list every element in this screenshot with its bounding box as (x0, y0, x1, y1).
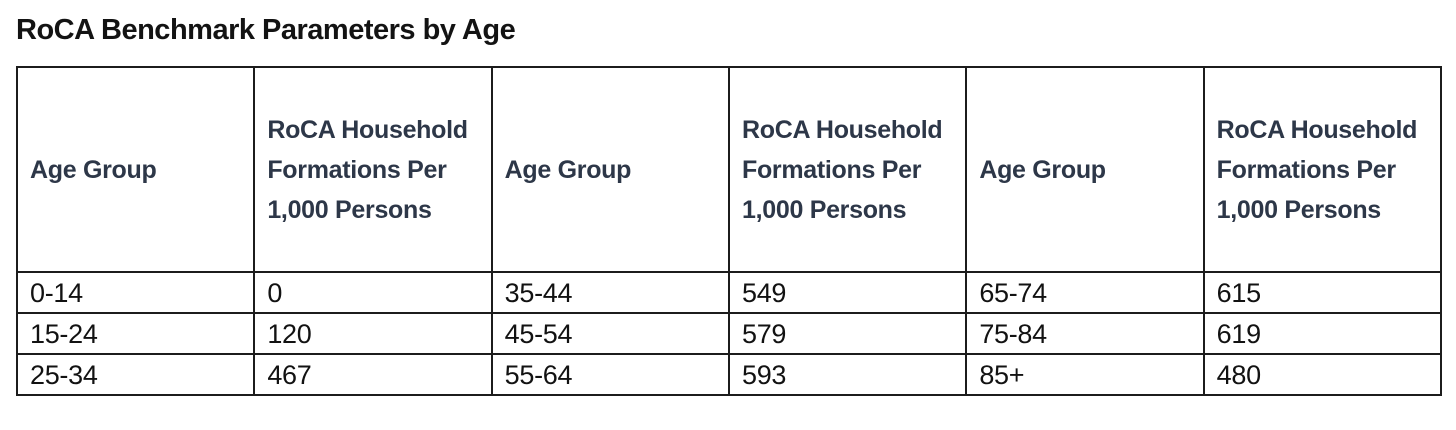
cell-age-group: 85+ (965, 353, 1205, 397)
table-row: 0-14 0 35-44 549 65-74 615 (15, 271, 1443, 315)
cell-age-group: 65-74 (965, 271, 1205, 315)
table-row: 15-24 120 45-54 579 75-84 619 (15, 312, 1443, 356)
cell-formations-value: 0 (253, 271, 493, 315)
cell-age-group: 45-54 (490, 312, 730, 356)
header-age-group-2: Age Group (490, 66, 730, 274)
cell-formations-value: 549 (727, 271, 968, 315)
page-title: RoCA Benchmark Parameters by Age (16, 14, 516, 46)
benchmark-parameters-table: Age Group RoCA Household Formations Per … (15, 66, 1443, 397)
cell-formations-value: 593 (727, 353, 968, 397)
cell-formations-value: 615 (1202, 271, 1443, 315)
table-header-row: Age Group RoCA Household Formations Per … (15, 66, 1443, 274)
cell-age-group: 0-14 (15, 271, 256, 315)
cell-formations-value: 480 (1202, 353, 1443, 397)
cell-age-group: 55-64 (490, 353, 730, 397)
cell-age-group: 15-24 (15, 312, 256, 356)
cell-formations-value: 120 (253, 312, 493, 356)
cell-formations-value: 619 (1202, 312, 1443, 356)
table-row: 25-34 467 55-64 593 85+ 480 (15, 353, 1443, 397)
header-age-group-3: Age Group (965, 66, 1205, 274)
header-formations-3: RoCA Household Formations Per 1,000 Pers… (1202, 66, 1443, 274)
cell-formations-value: 579 (727, 312, 968, 356)
header-formations-2: RoCA Household Formations Per 1,000 Pers… (727, 66, 968, 274)
cell-age-group: 25-34 (15, 353, 256, 397)
header-age-group-1: Age Group (15, 66, 256, 274)
cell-age-group: 35-44 (490, 271, 730, 315)
header-formations-1: RoCA Household Formations Per 1,000 Pers… (253, 66, 493, 274)
cell-age-group: 75-84 (965, 312, 1205, 356)
cell-formations-value: 467 (253, 353, 493, 397)
